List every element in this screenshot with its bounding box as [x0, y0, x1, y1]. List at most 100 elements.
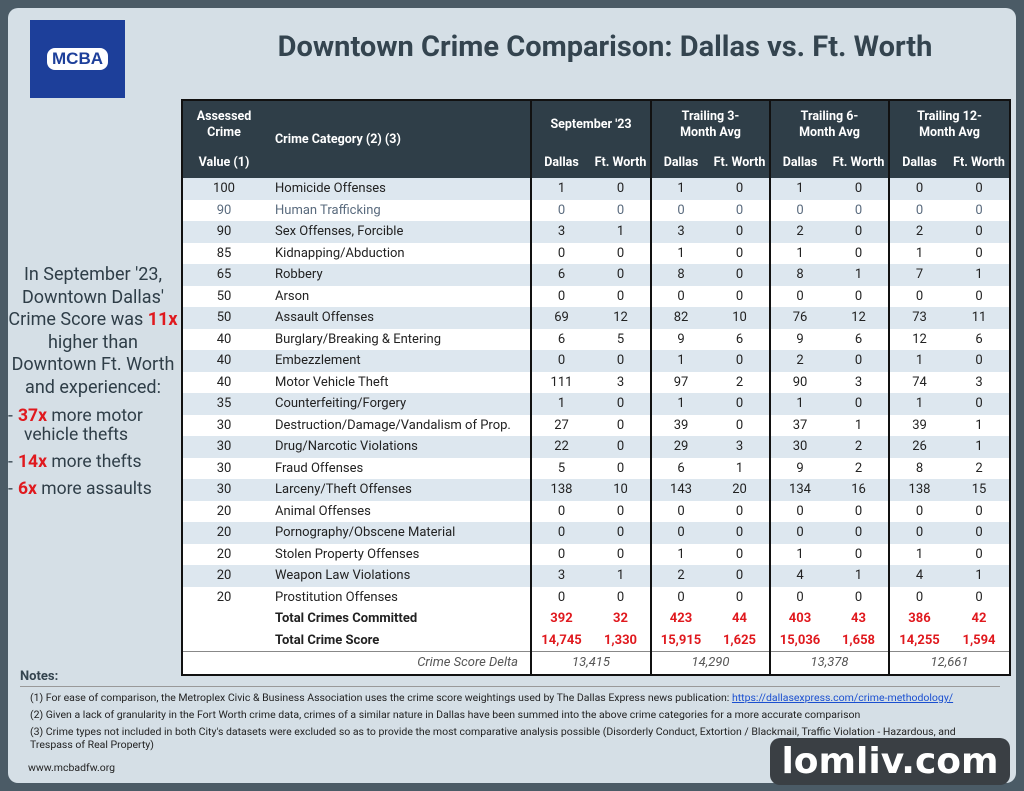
- period-header: Trailing 3-Month Avg: [650, 100, 770, 148]
- count-cell: 30: [769, 436, 829, 458]
- watermark: lomliv.com: [770, 738, 1010, 785]
- count-cell: 0: [591, 264, 651, 286]
- count-cell: 90: [769, 371, 829, 393]
- notes: Notes: (1) For ease of comparison, the Me…: [20, 670, 1000, 755]
- assessed-value: 30: [182, 457, 265, 479]
- count-cell: 0: [650, 522, 710, 544]
- count-cell: 0: [591, 543, 651, 565]
- count-cell: 7: [888, 264, 949, 286]
- count-cell: 26: [888, 436, 949, 458]
- count-cell: 0: [710, 178, 770, 200]
- crime-category: Stolen Property Offenses: [265, 543, 531, 565]
- count-cell: 22: [530, 436, 591, 458]
- count-cell: 1: [888, 393, 949, 415]
- count-cell: 1: [949, 414, 1011, 436]
- count-cell: 6: [710, 328, 770, 350]
- data-row: 20 Animal Offenses 0 0 0 0 0 0 0 0: [182, 500, 1011, 522]
- count-cell: 0: [710, 199, 770, 221]
- data-row: 20 Weapon Law Violations 3 1 2 0 4 1 4 1: [182, 565, 1011, 587]
- count-cell: 0: [829, 285, 889, 307]
- count-cell: 0: [888, 285, 949, 307]
- crime-category: Animal Offenses: [265, 500, 531, 522]
- count-cell: 1: [591, 565, 651, 587]
- count-cell: 1: [949, 264, 1011, 286]
- delta-value: 12,661: [887, 651, 1011, 675]
- count-cell: 0: [530, 242, 591, 264]
- count-cell: 1: [949, 436, 1011, 458]
- assessed-value: 30: [182, 479, 265, 501]
- count-cell: 0: [710, 285, 770, 307]
- count-cell: 0: [591, 436, 651, 458]
- logo: MCBA: [30, 20, 125, 98]
- count-cell: 8: [650, 264, 710, 286]
- crime-category: Kidnapping/Abduction: [265, 242, 531, 264]
- count-cell: 0: [949, 522, 1011, 544]
- crime-category: Counterfeiting/Forgery: [265, 393, 531, 415]
- count-cell: 1: [650, 350, 710, 372]
- crime-category: Robbery: [265, 264, 531, 286]
- count-cell: 29: [650, 436, 710, 458]
- data-row: 20 Pornography/Obscene Material 0 0 0 0 0 0 0 0: [182, 522, 1011, 544]
- bullet-marker: -: [8, 406, 13, 426]
- count-cell: 0: [949, 199, 1011, 221]
- assessed-value: 40: [182, 328, 265, 350]
- city-header: Ft. Worth: [949, 148, 1011, 178]
- count-cell: 3: [591, 371, 651, 393]
- total-cell: 1,594: [949, 629, 1011, 652]
- total-cell: 392: [530, 608, 591, 630]
- data-row: 20 Prostitution Offenses 0 0 0 0 0 0 0 0: [182, 586, 1011, 608]
- total-cell: 44: [710, 608, 770, 630]
- assessed-value: 20: [182, 565, 265, 587]
- delta-value: 13,415: [530, 651, 651, 675]
- total-cell: 42: [949, 608, 1011, 630]
- crime-category: Destruction/Damage/Vandalism of Prop.: [265, 414, 531, 436]
- assessed-value: 20: [182, 522, 265, 544]
- period-header: Trailing 6-Month Avg: [769, 100, 889, 148]
- title: Downtown Crime Comparison: Dallas vs. Ft…: [277, 30, 933, 64]
- bullet-list: -37x more motor vehicle thefts -14x more …: [8, 407, 178, 499]
- count-cell: 4: [769, 565, 829, 587]
- count-cell: 0: [591, 350, 651, 372]
- count-cell: 0: [829, 242, 889, 264]
- crime-category: Human Trafficking: [265, 199, 531, 221]
- crime-category: Homicide Offenses: [265, 178, 531, 200]
- count-cell: 3: [650, 221, 710, 243]
- total-cell: 403: [769, 608, 829, 630]
- count-cell: 9: [650, 328, 710, 350]
- count-cell: 5: [591, 328, 651, 350]
- count-cell: 0: [888, 199, 949, 221]
- period-header: September '23: [530, 100, 651, 148]
- data-row: 40 Embezzlement 0 0 1 0 2 0 1 0: [182, 350, 1011, 372]
- count-cell: 2: [769, 221, 829, 243]
- assessed-value: 85: [182, 242, 265, 264]
- data-row: 30 Destruction/Damage/Vandalism of Prop. 2…: [182, 414, 1011, 436]
- count-cell: 0: [710, 522, 770, 544]
- note-text: (1) For ease of comparison, the Metrople…: [30, 691, 730, 704]
- count-cell: 143: [650, 479, 710, 501]
- count-cell: 12: [829, 307, 889, 329]
- data-row: 100 Homicide Offenses 1 0 1 0 1 0 0 0: [182, 178, 1011, 200]
- count-cell: 0: [591, 285, 651, 307]
- count-cell: 76: [769, 307, 829, 329]
- assessed-value: 100: [182, 178, 265, 200]
- count-cell: 69: [530, 307, 591, 329]
- count-cell: 0: [530, 199, 591, 221]
- total-cell: 32: [591, 608, 651, 630]
- total-cell: 15,915: [650, 629, 710, 652]
- count-cell: 0: [591, 242, 651, 264]
- data-row: 20 Stolen Property Offenses 0 0 1 0 1 0 1 0: [182, 543, 1011, 565]
- count-cell: 3: [530, 221, 591, 243]
- count-cell: 0: [650, 285, 710, 307]
- bullet-marker: -: [8, 452, 13, 472]
- logo-text: MCBA: [47, 48, 108, 70]
- data-row: 30 Larceny/Theft Offenses 138 10 143 20 134 16 1…: [182, 479, 1011, 501]
- bullet-highlight: 6x: [18, 479, 37, 499]
- count-cell: 39: [650, 414, 710, 436]
- count-cell: 2: [710, 371, 770, 393]
- count-cell: 0: [949, 242, 1011, 264]
- assessed-value: 90: [182, 221, 265, 243]
- count-cell: 15: [949, 479, 1011, 501]
- count-cell: 0: [888, 500, 949, 522]
- note-link[interactable]: https://dallasexpress.com/crime-methodol…: [731, 691, 954, 704]
- count-cell: 9: [769, 457, 829, 479]
